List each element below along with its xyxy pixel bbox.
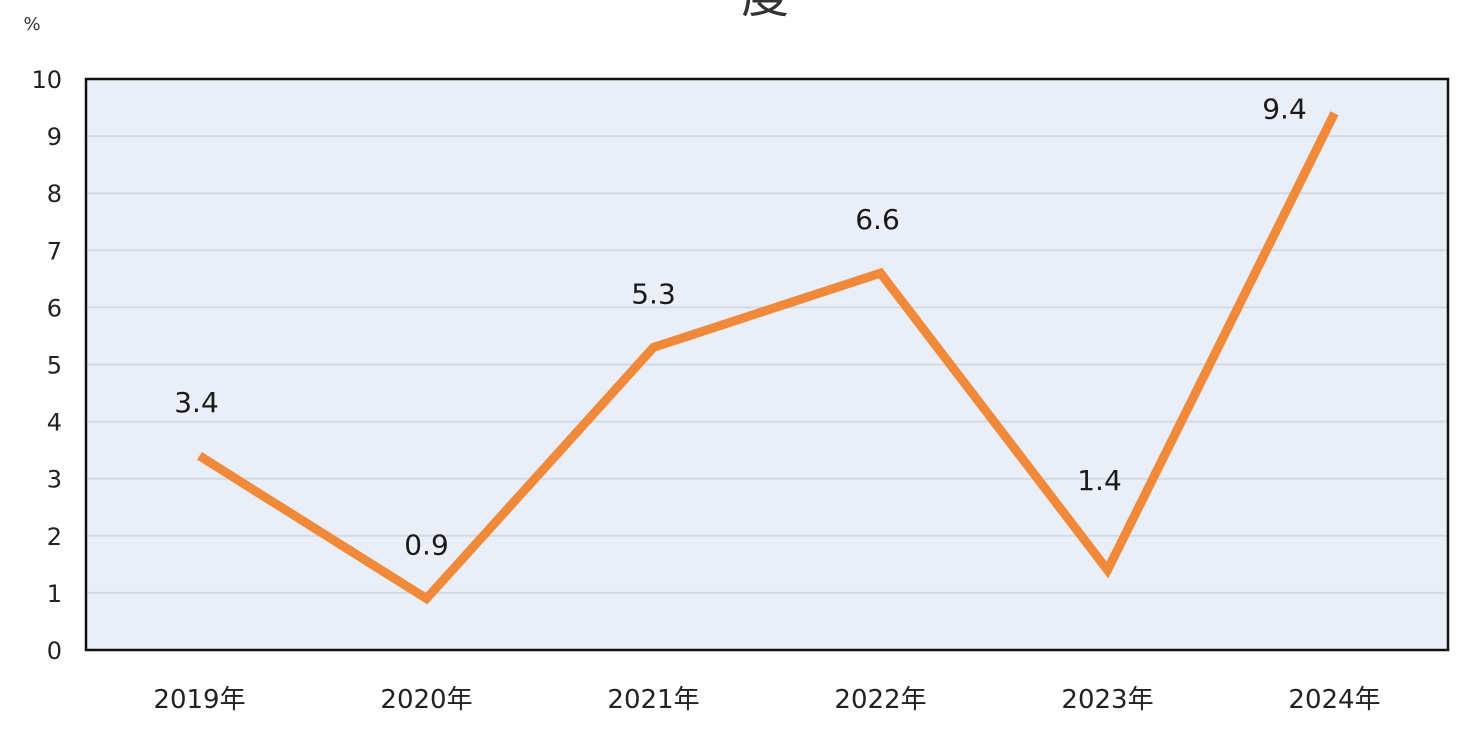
x-tick-label: 2024年 [1288,685,1380,715]
x-tick-label: 2020年 [380,685,472,715]
y-tick-label: 9 [47,123,62,151]
data-label: 1.4 [1077,464,1122,497]
data-label: 5.3 [631,277,676,310]
y-tick-label: 0 [47,637,62,665]
data-label: 3.4 [174,386,219,419]
x-tick-label: 2023年 [1061,685,1153,715]
x-tick-label: 2022年 [834,685,926,715]
chart-title-fragment: 度 [741,0,789,24]
y-tick-label: 10 [31,66,62,94]
x-tick-label: 2021年 [607,685,699,715]
data-label: 9.4 [1262,92,1307,125]
y-tick-label: 2 [47,523,62,551]
y-tick-label: 8 [47,180,62,208]
x-tick-label: 2019年 [153,685,245,715]
data-label: 6.6 [855,203,900,236]
data-label: 0.9 [404,529,449,562]
y-axis-ticks: 0 1 2 3 4 5 6 7 8 9 10 [31,66,62,665]
y-tick-label: 7 [47,237,62,265]
plot-frame [84,77,1450,652]
y-tick-label: 1 [47,580,62,608]
y-axis-unit-label: % [23,14,40,35]
y-tick-label: 5 [47,352,62,380]
data-labels: 3.4 0.9 5.3 6.6 1.4 9.4 [174,92,1307,561]
y-tick-label: 4 [47,409,62,437]
series-line [197,111,1339,605]
y-tick-label: 3 [47,466,62,494]
y-tick-label: 6 [47,294,62,322]
x-axis-ticks: 2019年 2020年 2021年 2022年 2023年 2024年 [153,685,1380,715]
